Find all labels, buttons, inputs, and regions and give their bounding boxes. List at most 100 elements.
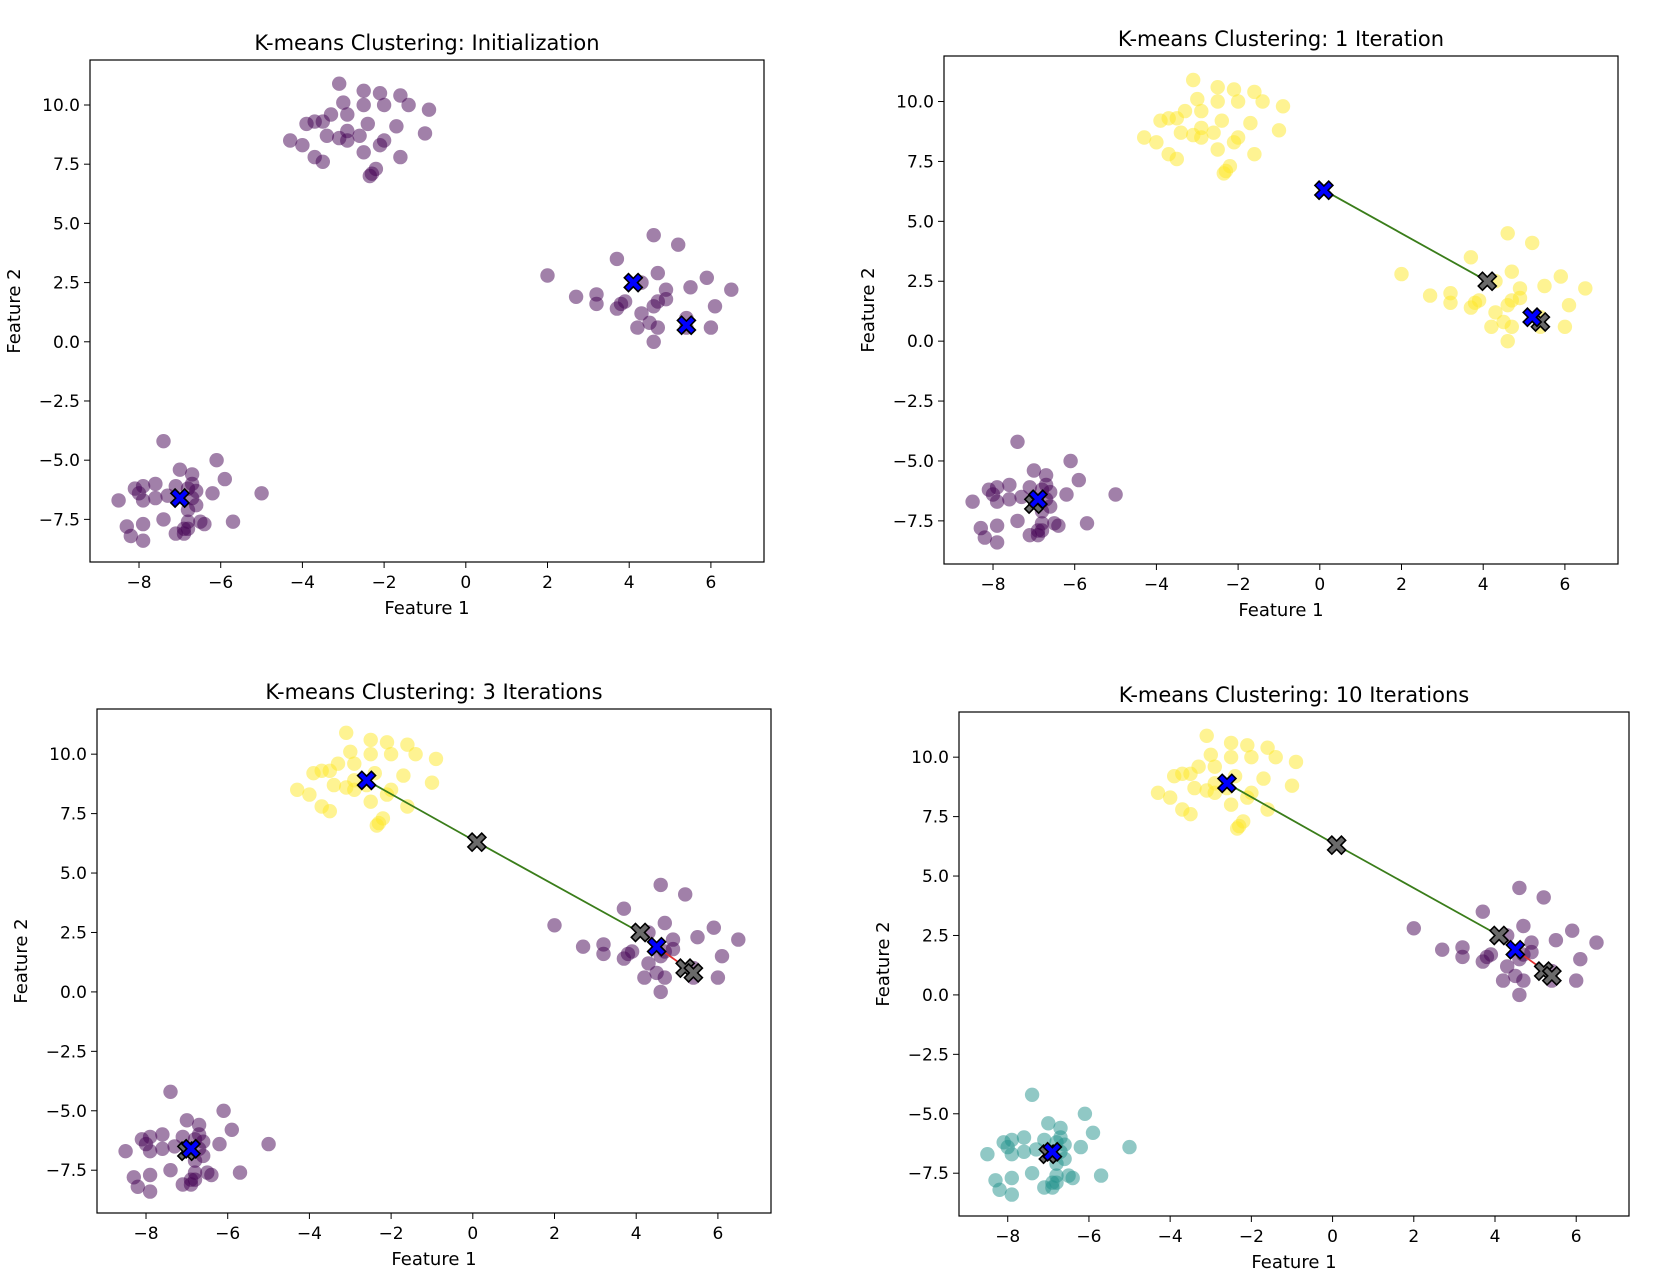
data-point bbox=[1463, 250, 1479, 265]
data-point bbox=[1223, 750, 1239, 765]
x-tick-label: −8 bbox=[980, 575, 1005, 595]
data-point bbox=[1247, 84, 1262, 100]
previous-centroid-marker bbox=[1477, 271, 1498, 292]
data-point bbox=[1537, 278, 1552, 294]
data-point bbox=[1516, 973, 1531, 988]
data-point bbox=[1002, 477, 1017, 493]
data-point bbox=[1183, 807, 1198, 822]
y-tick-label: 10.0 bbox=[42, 96, 80, 116]
data-point bbox=[977, 530, 992, 545]
data-point bbox=[609, 301, 625, 316]
x-tick-label: −6 bbox=[1076, 1227, 1101, 1247]
data-point bbox=[646, 334, 661, 349]
y-tick-label: 5.0 bbox=[922, 867, 949, 887]
x-tick-label: −2 bbox=[1226, 575, 1251, 595]
data-point bbox=[393, 149, 408, 165]
data-point bbox=[254, 486, 269, 501]
data-point bbox=[118, 1144, 133, 1159]
data-point bbox=[360, 116, 375, 132]
x-tick-label: 2 bbox=[1396, 575, 1407, 595]
centroid-marker bbox=[1522, 307, 1543, 328]
centroid-marker bbox=[356, 770, 377, 791]
centroid-path bbox=[366, 779, 478, 843]
data-point bbox=[379, 735, 395, 750]
data-point bbox=[339, 725, 354, 740]
data-point bbox=[568, 289, 584, 304]
x-tick-label: −4 bbox=[290, 573, 315, 593]
data-point bbox=[630, 320, 645, 335]
data-point bbox=[992, 1182, 1007, 1198]
data-point bbox=[1516, 918, 1531, 934]
data-point bbox=[302, 787, 317, 802]
data-point bbox=[1406, 921, 1422, 936]
data-point bbox=[1163, 790, 1178, 805]
y-axis-label: Feature 2 bbox=[4, 268, 25, 353]
data-point bbox=[1500, 959, 1515, 974]
data-point bbox=[421, 102, 437, 117]
data-point bbox=[1512, 290, 1528, 306]
centroid-marker bbox=[1216, 773, 1238, 794]
data-point bbox=[575, 939, 591, 954]
data-point bbox=[1010, 434, 1025, 449]
data-point bbox=[340, 107, 355, 122]
data-point bbox=[1024, 1166, 1040, 1181]
x-tick-label: 0 bbox=[1314, 575, 1325, 595]
data-point bbox=[225, 514, 241, 529]
data-point bbox=[699, 270, 714, 285]
data-point bbox=[1271, 123, 1287, 138]
data-point bbox=[1589, 935, 1604, 950]
data-point bbox=[400, 737, 415, 752]
data-point bbox=[650, 320, 665, 335]
data-point bbox=[1010, 513, 1025, 529]
data-point bbox=[1063, 453, 1078, 469]
data-point bbox=[1504, 264, 1520, 279]
x-axis-label: Feature 1 bbox=[1238, 600, 1323, 621]
previous-centroid-marker bbox=[1541, 965, 1562, 987]
data-point bbox=[665, 941, 681, 957]
y-tick-label: −2.5 bbox=[39, 392, 80, 412]
data-point bbox=[356, 83, 371, 99]
data-point bbox=[707, 299, 723, 314]
data-point bbox=[1288, 754, 1304, 770]
y-tick-label: 2.5 bbox=[922, 926, 949, 946]
data-point bbox=[1016, 1130, 1032, 1145]
x-tick-label: −2 bbox=[379, 1224, 404, 1244]
data-point bbox=[1223, 735, 1239, 751]
data-point bbox=[1455, 949, 1470, 965]
data-point bbox=[332, 76, 347, 91]
data-point bbox=[283, 133, 298, 148]
data-point bbox=[1443, 295, 1458, 310]
x-axis-label: Feature 1 bbox=[1251, 1252, 1336, 1270]
data-point bbox=[1422, 288, 1438, 303]
x-axis-label: Feature 1 bbox=[391, 1249, 476, 1270]
y-tick-label: 7.5 bbox=[60, 805, 87, 825]
data-point bbox=[609, 251, 625, 267]
data-point bbox=[424, 775, 440, 790]
data-point bbox=[1435, 942, 1450, 957]
data-point bbox=[224, 1122, 239, 1138]
data-point bbox=[1214, 113, 1230, 128]
centroid-path bbox=[1336, 844, 1500, 937]
data-point bbox=[306, 766, 321, 781]
data-point bbox=[155, 1127, 170, 1142]
data-point bbox=[232, 1165, 248, 1180]
x-tick-label: −2 bbox=[372, 573, 397, 593]
data-point bbox=[326, 777, 342, 793]
x-tick-label: −6 bbox=[215, 1224, 240, 1244]
data-point bbox=[1495, 973, 1511, 988]
centroid-marker bbox=[646, 936, 667, 957]
data-point bbox=[714, 949, 730, 964]
data-point bbox=[1194, 103, 1209, 119]
data-point bbox=[980, 1147, 995, 1162]
x-tick-label: 0 bbox=[460, 573, 471, 593]
data-point bbox=[683, 280, 698, 295]
data-point bbox=[212, 1136, 227, 1152]
data-point bbox=[1071, 472, 1087, 488]
centroid-marker bbox=[676, 315, 697, 336]
data-point bbox=[1210, 142, 1225, 157]
x-tick-label: 2 bbox=[1408, 1227, 1419, 1247]
data-point bbox=[650, 265, 665, 281]
data-point bbox=[1536, 890, 1551, 905]
data-point bbox=[1255, 94, 1270, 109]
previous-centroid-marker bbox=[466, 832, 488, 853]
